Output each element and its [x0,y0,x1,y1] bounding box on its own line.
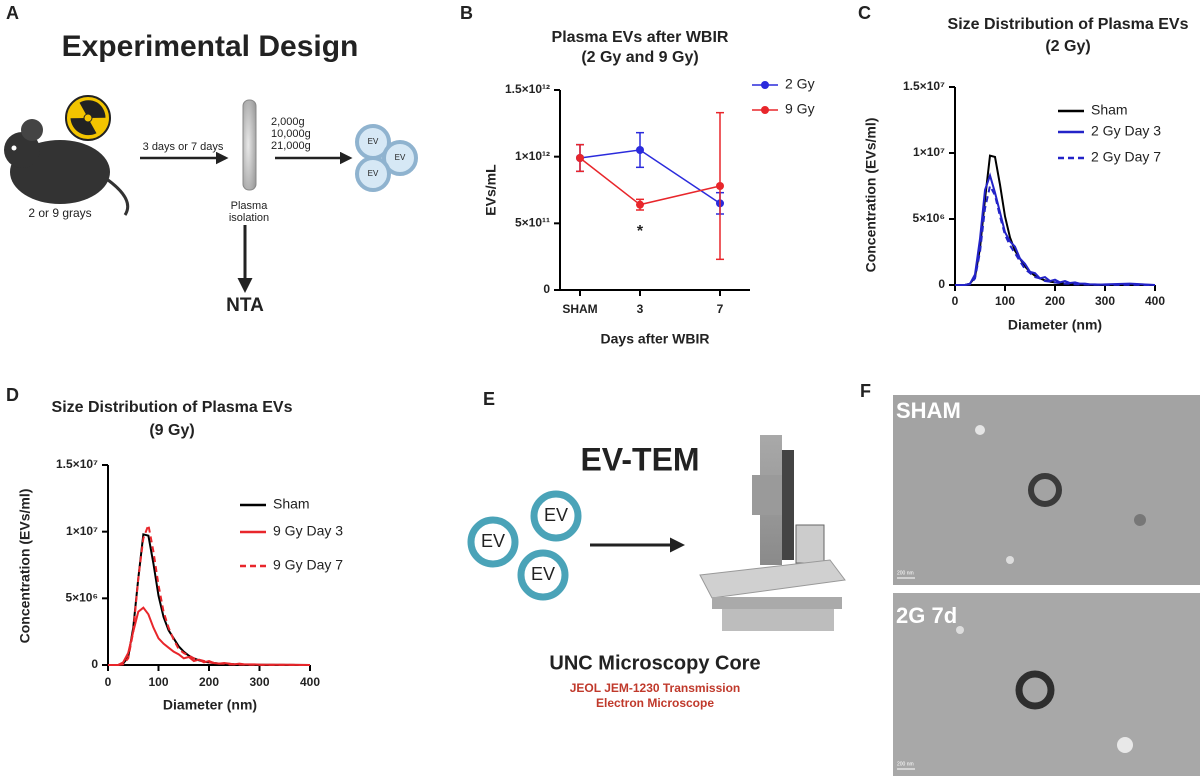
caption: NTA [226,295,264,316]
series-line [579,149,721,204]
panel-label: E [483,389,495,409]
tube [242,99,257,191]
micrograph [893,395,1200,776]
x-tick-label: 300 [1095,294,1115,308]
y-tick-label: 5×10⁶ [912,211,945,225]
y-tick-label: 1×10⁷ [913,145,945,159]
caption: Plasma [231,200,269,212]
x-tick-label: 0 [105,675,112,689]
x-tick-label: 100 [148,675,168,689]
panel-label: C [858,3,871,23]
chart-title: Plasma EVs after WBIR [552,29,729,46]
caption: 21,000g [271,140,311,152]
legend-label: 9 Gy [785,101,815,117]
ev-label: EV [368,137,379,146]
legend-label: 9 Gy Day 7 [273,557,343,573]
axis-title: EVs/mL [483,164,499,216]
chart-title: (9 Gy) [149,422,194,439]
image-label: 2G 7d [896,603,957,628]
x-tick-label: 3 [637,302,644,316]
diagram-title: EV-TEM [580,441,699,477]
legend-label: 9 Gy Day 3 [273,523,343,539]
axis-title: Diameter (nm) [163,697,257,713]
ev-label: EV [531,564,555,584]
y-tick-label: 5×10⁶ [65,591,98,605]
caption: 3 days or 7 days [143,141,224,153]
legend-label: Sham [1091,102,1128,118]
panel-label: F [860,381,871,401]
caption: isolation [229,212,269,224]
axis-title: Concentration (EVs/ml) [863,118,879,273]
legend-marker [761,81,769,89]
series-line [955,183,1156,286]
y-tick-label: 0 [938,277,945,291]
y-tick-label: 5×10¹¹ [515,216,550,230]
axis-title: Concentration (EVs/ml) [17,489,33,644]
panel-label: A [6,3,19,23]
x-tick-label: 400 [300,675,320,689]
ev-cluster [355,124,418,192]
panel-label: D [6,385,19,405]
point [716,182,724,190]
ev-label: EV [368,169,379,178]
point [636,200,644,209]
caption: JEOL JEM-1230 Transmission [570,681,741,695]
caption: UNC Microscopy Core [549,652,760,674]
axis-title: Days after WBIR [601,331,710,347]
diagram-title: Experimental Design [62,30,359,63]
chart-title: (2 Gy and 9 Gy) [581,49,698,66]
legend-label: 2 Gy [785,76,815,92]
series-line [108,533,311,666]
y-tick-label: 1.5×10⁷ [903,79,945,93]
mouse [4,119,130,216]
x-tick-label: SHAM [562,302,597,316]
axis-title: Diameter (nm) [1008,317,1102,333]
microscope [699,435,846,631]
legend-label: 2 Gy Day 3 [1091,123,1161,139]
chart-title: Size Distribution of Plasma EVs [948,16,1189,33]
point [636,146,644,154]
x-tick-label: 200 [1045,294,1065,308]
caption: 2,000g [271,116,305,128]
scale-label: 200 nm [897,570,914,576]
x-tick-label: 300 [249,675,269,689]
ev-label: EV [395,153,406,162]
x-tick-label: 400 [1145,294,1165,308]
caption: 2 or 9 grays [28,206,91,220]
point [576,154,584,162]
panel-label: B [460,3,473,23]
scale-label: 200 nm [897,761,914,767]
ev-label: EV [481,531,505,551]
y-tick-label: 1×10¹² [515,149,550,163]
y-tick-label: 1×10⁷ [66,524,98,538]
y-tick-label: 0 [91,657,98,671]
series-line [579,157,721,206]
annotation: * [637,223,644,240]
y-tick-label: 0 [543,282,550,296]
x-tick-label: 100 [995,294,1015,308]
series-line [108,606,311,666]
ev-rings [467,490,582,601]
legend-label: Sham [273,496,310,512]
caption: 10,000g [271,128,311,140]
series-line [955,172,1156,286]
series-line [955,154,1156,286]
image-label: SHAM [896,398,961,423]
x-tick-label: 200 [199,675,219,689]
series-line [108,521,311,666]
legend-label: 2 Gy Day 7 [1091,149,1161,165]
x-tick-label: 0 [952,294,959,308]
y-tick-label: 1.5×10⁷ [56,457,98,471]
chart-title: Size Distribution of Plasma EVs [52,399,293,416]
ev-label: EV [544,505,568,525]
y-tick-label: 1.5×10¹² [505,82,550,96]
radiation-icon [65,95,111,141]
caption: Electron Microscope [596,696,714,710]
x-tick-label: 7 [717,302,724,316]
chart-title: (2 Gy) [1045,38,1090,55]
legend-marker [761,106,769,114]
